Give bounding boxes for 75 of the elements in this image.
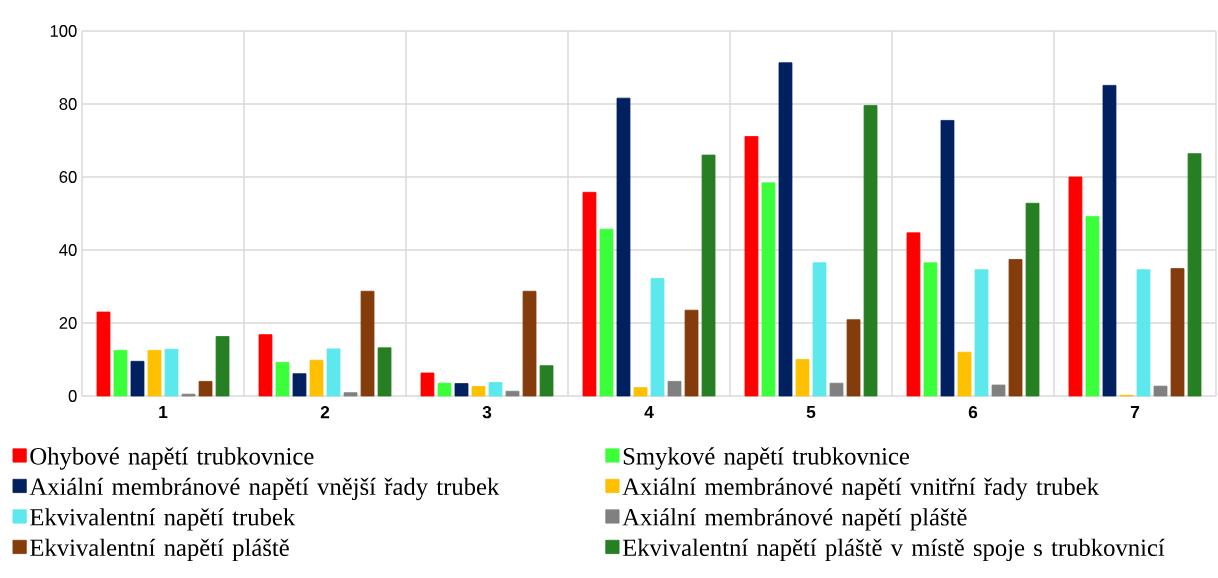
bar	[829, 382, 844, 397]
legend-label: Ohybové napětí trubkovnice	[30, 447, 314, 470]
bar	[744, 136, 759, 397]
bar	[437, 382, 452, 397]
bar	[471, 386, 486, 397]
bar	[1008, 259, 1023, 397]
bar	[923, 262, 938, 397]
bar	[906, 232, 921, 397]
bar	[360, 290, 375, 397]
bar	[701, 154, 716, 397]
bar	[1068, 176, 1083, 397]
bar	[198, 380, 213, 397]
x-tick-label: 2	[320, 406, 330, 419]
bar	[761, 182, 776, 397]
bar	[957, 351, 972, 397]
legend-label: Axiální membránové napětí pláště	[622, 508, 967, 531]
bar	[130, 360, 145, 397]
bar	[488, 382, 503, 397]
bar	[616, 97, 631, 397]
bar	[1136, 269, 1151, 397]
legend-label: Axiální membránové napětí vnější řady trubek	[29, 477, 500, 501]
bar	[974, 269, 989, 397]
bar	[147, 349, 162, 397]
bar	[326, 348, 341, 397]
bar	[1102, 84, 1117, 397]
bar	[309, 359, 324, 397]
bar	[275, 362, 290, 397]
bar	[582, 191, 597, 397]
y-tick-label: 100	[50, 25, 77, 37]
y-tick-label: 80	[59, 98, 77, 110]
bar	[420, 372, 435, 397]
bar	[795, 359, 810, 397]
bar	[343, 392, 358, 397]
bar	[1170, 268, 1185, 397]
y-tick-label: 60	[59, 171, 77, 183]
bar	[1025, 202, 1040, 397]
bar	[778, 62, 793, 397]
legend-label: Ekvivalentní napětí pláště v místě spoje s trubkovnicí	[622, 538, 1165, 562]
bar	[96, 311, 111, 397]
bar	[667, 380, 682, 397]
bar	[377, 347, 392, 397]
legend-label: Ekvivalentní napětí pláště	[30, 538, 289, 562]
y-tick-label: 40	[59, 244, 77, 256]
bar	[454, 383, 469, 397]
bar	[1085, 216, 1100, 397]
bar	[505, 390, 520, 397]
bar	[539, 365, 554, 397]
legend-label: Smykové napětí trubkovnice	[623, 447, 910, 470]
bar	[991, 384, 1006, 397]
x-tick-label: 1	[159, 406, 168, 418]
bar	[599, 228, 614, 397]
bar	[940, 120, 955, 397]
x-tick-label: 3	[482, 406, 492, 419]
bar	[1153, 385, 1168, 397]
legend-label: Axiální membránové napětí vnitřní řady trubek	[622, 477, 1099, 501]
bar	[650, 278, 665, 397]
bar	[863, 105, 878, 397]
bar	[633, 387, 648, 397]
y-tick-label: 0	[68, 390, 77, 402]
bar	[684, 309, 699, 397]
bar	[215, 336, 230, 397]
legend-label: Ekvivalentní napětí trubek	[30, 508, 296, 531]
x-tick-label: 7	[1130, 406, 1140, 418]
bar	[522, 290, 537, 397]
bar	[1187, 153, 1202, 397]
bar	[846, 319, 861, 397]
y-tick-label: 20	[59, 317, 77, 329]
bar	[258, 334, 273, 397]
bar	[812, 262, 827, 397]
x-tick-label: 4	[644, 406, 654, 418]
bar	[292, 373, 307, 397]
bar	[113, 349, 128, 397]
x-tick-label: 5	[806, 406, 816, 419]
bar	[164, 348, 179, 397]
x-tick-label: 6	[968, 406, 978, 419]
